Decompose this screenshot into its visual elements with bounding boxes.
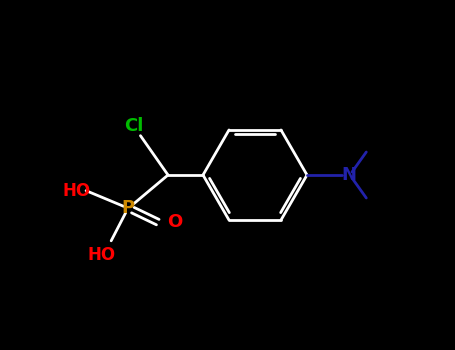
Text: P: P (121, 199, 135, 217)
Text: Cl: Cl (124, 117, 143, 135)
Text: N: N (342, 166, 357, 184)
Text: O: O (167, 213, 182, 231)
Text: HO: HO (87, 246, 115, 264)
Text: HO: HO (62, 182, 90, 199)
